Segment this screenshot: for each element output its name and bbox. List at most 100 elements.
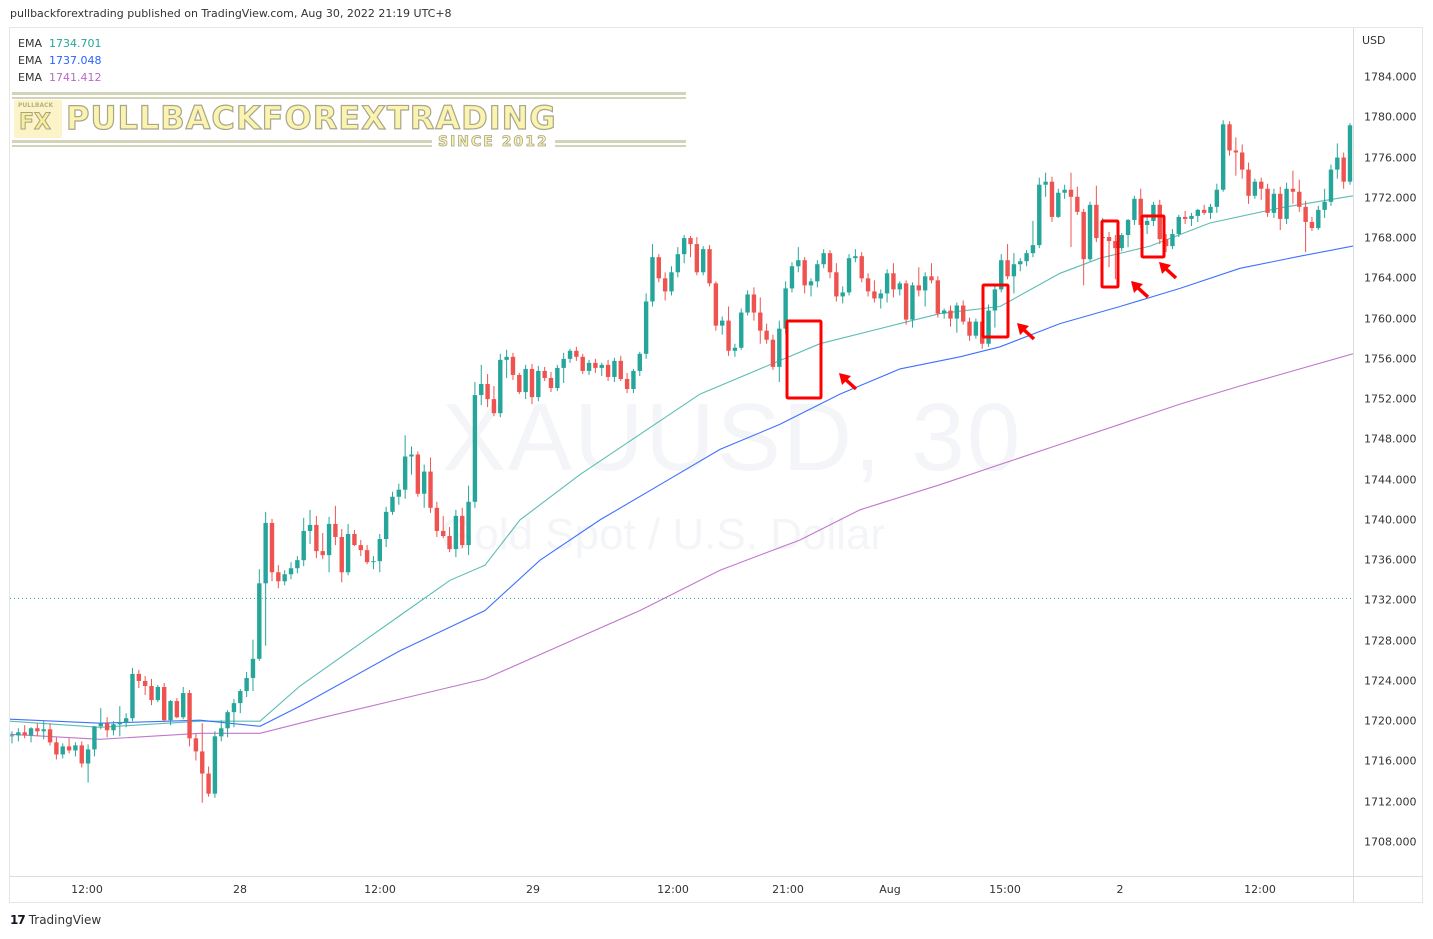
candle-down bbox=[903, 280, 909, 325]
candle-up bbox=[345, 523, 351, 576]
candle-up bbox=[561, 352, 566, 384]
price-tick-label: 1760.000 bbox=[1364, 312, 1417, 326]
candle-down bbox=[364, 545, 370, 565]
candle-up bbox=[371, 556, 376, 570]
candle-up bbox=[472, 381, 478, 508]
candle-down bbox=[872, 280, 877, 303]
candle-down bbox=[1233, 137, 1239, 176]
candle-down bbox=[967, 317, 972, 341]
candle-down bbox=[1094, 185, 1099, 243]
candle-up bbox=[1030, 220, 1036, 258]
candle-up bbox=[117, 706, 123, 737]
candle-down bbox=[891, 263, 896, 298]
candle-down bbox=[713, 281, 719, 331]
candle-down bbox=[1068, 172, 1074, 248]
candle-up bbox=[181, 686, 186, 720]
price-axis[interactable]: USD 1784.000 1780.000 1776.000 1772.000 1768… bbox=[1353, 28, 1423, 876]
price-tick-label: 1752.000 bbox=[1364, 392, 1417, 406]
price-tick-label: 1744.000 bbox=[1364, 473, 1417, 487]
candle-up bbox=[1220, 120, 1226, 192]
tradingview-footer[interactable]: 17 TradingView bbox=[10, 913, 101, 927]
candle-up bbox=[28, 727, 34, 743]
legend-row-ema-mid[interactable]: EMA 1737.048 bbox=[18, 52, 101, 69]
candle-up bbox=[745, 290, 750, 316]
price-tick-label: 1736.000 bbox=[1364, 553, 1417, 567]
candle-up bbox=[1151, 201, 1156, 226]
legend-row-ema-slow[interactable]: EMA 1741.412 bbox=[18, 69, 101, 86]
logo-since: SINCE 2012 bbox=[432, 134, 555, 150]
candle-up bbox=[409, 446, 414, 475]
time-axis[interactable]: 12:00 28 12:00 29 12:00 21:00 Aug 15:00 2 12:00 bbox=[10, 876, 1353, 903]
candle-down bbox=[605, 359, 611, 381]
candle-down bbox=[916, 267, 921, 297]
candle-down bbox=[618, 355, 623, 381]
time-tick-label: 12:00 bbox=[657, 883, 689, 896]
candle-up bbox=[675, 247, 681, 278]
highlight-box bbox=[785, 319, 823, 400]
chart-pane[interactable]: XAUUSD, 30 Gold Spot / U.S. Dollar bbox=[10, 28, 1353, 876]
price-tick-label: 1768.000 bbox=[1364, 231, 1417, 245]
candle-up bbox=[263, 511, 268, 646]
fx-badge-text: FX bbox=[19, 110, 52, 136]
highlight-box bbox=[1100, 219, 1120, 289]
candle-up bbox=[846, 254, 852, 296]
candle-down bbox=[929, 263, 934, 284]
candle-up bbox=[219, 720, 224, 742]
candle-up bbox=[1328, 164, 1334, 206]
currency-label: USD bbox=[1362, 34, 1386, 47]
price-tick-label: 1780.000 bbox=[1364, 110, 1417, 124]
candle-down bbox=[1290, 170, 1296, 204]
tradingview-logo-icon: 17 bbox=[10, 913, 26, 927]
legend-value: 1741.412 bbox=[48, 71, 102, 84]
candle-down bbox=[47, 723, 53, 746]
candle-down bbox=[1278, 186, 1283, 231]
legend-value: 1737.048 bbox=[48, 54, 102, 67]
candle-up bbox=[922, 272, 928, 307]
candle-down bbox=[485, 373, 490, 408]
candle-up bbox=[1056, 188, 1061, 218]
candle-down bbox=[206, 766, 211, 797]
price-tick-label: 1748.000 bbox=[1364, 432, 1417, 446]
candle-down bbox=[517, 372, 522, 395]
candle-down bbox=[79, 741, 84, 768]
candle-up bbox=[238, 689, 243, 714]
candle-down bbox=[770, 334, 776, 370]
logo-bottom-rule-2 bbox=[12, 145, 686, 147]
price-tick-label: 1716.000 bbox=[1364, 754, 1417, 768]
candle-up bbox=[1119, 233, 1124, 252]
candle-down bbox=[333, 505, 338, 546]
price-tick-label: 1712.000 bbox=[1364, 795, 1417, 809]
candlestick-chart[interactable] bbox=[10, 28, 1353, 876]
candle-down bbox=[54, 737, 59, 760]
candle-up bbox=[612, 357, 617, 382]
candle-down bbox=[358, 540, 363, 557]
time-tick-label: 2 bbox=[1116, 883, 1124, 896]
candle-down bbox=[656, 254, 662, 283]
candle-down bbox=[960, 300, 966, 325]
candle-up bbox=[1347, 123, 1353, 185]
candle-down bbox=[193, 733, 199, 761]
candle-down bbox=[187, 690, 192, 747]
price-tick-label: 1740.000 bbox=[1364, 513, 1417, 527]
candle-up bbox=[212, 731, 218, 798]
candle-down bbox=[580, 353, 585, 374]
candle-up bbox=[992, 285, 998, 328]
symbol-watermark: XAUUSD, 30 bbox=[442, 384, 1023, 491]
legend-row-ema-fast[interactable]: EMA 1734.701 bbox=[18, 35, 101, 52]
candle-down bbox=[1075, 186, 1080, 215]
candle-down bbox=[1259, 177, 1264, 200]
candle-up bbox=[796, 247, 801, 273]
candle-down bbox=[948, 305, 953, 327]
logo-top-rule-2 bbox=[12, 97, 686, 99]
candle-down bbox=[593, 358, 598, 373]
annotation-arrow-icon bbox=[1017, 323, 1036, 341]
candle-up bbox=[853, 249, 858, 263]
candle-down bbox=[434, 501, 440, 538]
candle-up bbox=[155, 684, 161, 703]
candle-up bbox=[257, 569, 262, 661]
candle-up bbox=[288, 562, 294, 580]
annotation-arrow-icon bbox=[839, 373, 858, 391]
candle-up bbox=[60, 743, 65, 759]
candle-down bbox=[1265, 183, 1270, 217]
candle-up bbox=[383, 506, 389, 548]
